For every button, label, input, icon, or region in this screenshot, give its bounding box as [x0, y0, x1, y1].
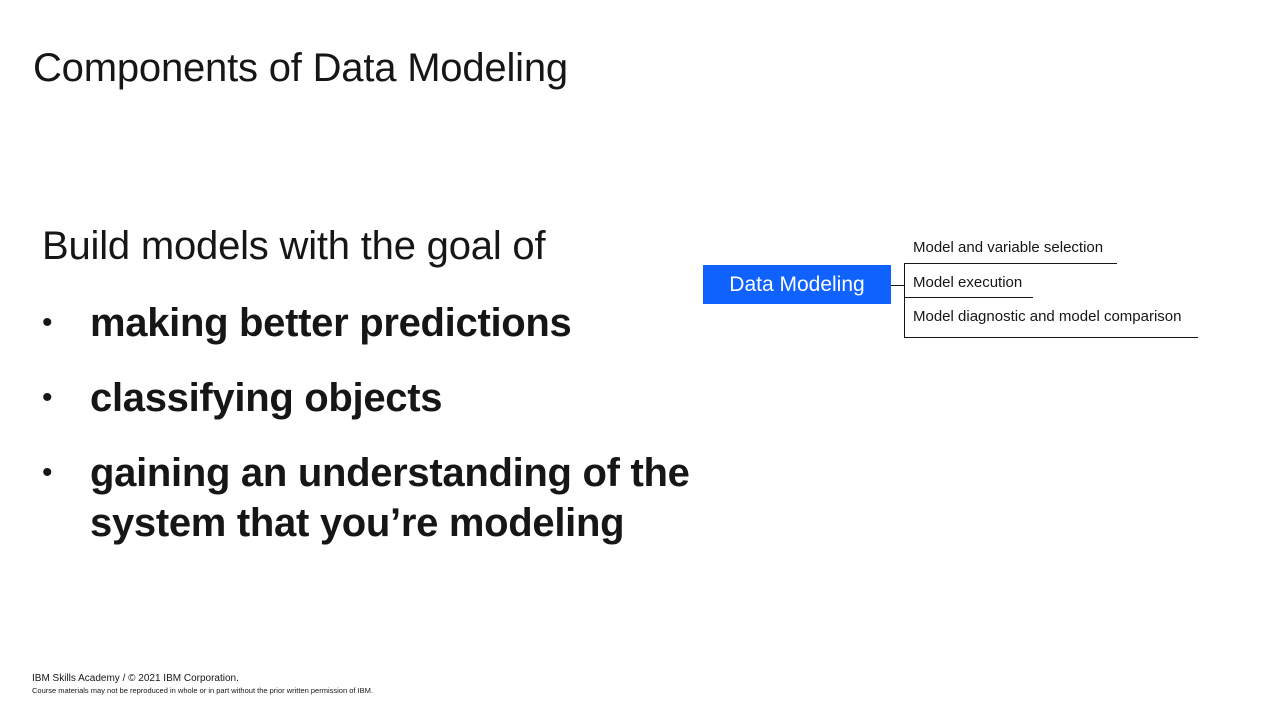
bullet-text: gaining an understanding of the system t… [90, 451, 690, 545]
bullet-text: making better predictions [90, 301, 572, 345]
footer-notice: Course materials may not be reproduced i… [32, 686, 373, 695]
data-modeling-root-node: Data Modeling [703, 265, 891, 304]
branch-underline [904, 263, 1117, 264]
branch-model-execution: Model execution [913, 274, 1023, 291]
bullet-icon: • [42, 456, 53, 489]
branch-model-variable-selection: Model and variable selection [913, 239, 1104, 256]
slide-title: Components of Data Modeling [33, 46, 568, 90]
intro-text: Build models with the goal of [42, 224, 546, 268]
bullet-item: • classifying objects [42, 373, 762, 423]
bullet-text: classifying objects [90, 376, 443, 420]
footer-copyright: IBM Skills Academy / © 2021 IBM Corporat… [32, 673, 239, 684]
bullet-icon: • [42, 381, 53, 414]
vertical-connector-line [904, 263, 905, 338]
root-connector-line [891, 285, 904, 286]
bullet-list: • making better predictions • classifyin… [42, 298, 762, 573]
branch-model-diagnostic-comparison: Model diagnostic and model comparison [913, 308, 1182, 325]
bullet-item: • making better predictions [42, 298, 762, 348]
branch-underline [904, 297, 1033, 298]
bullet-item: • gaining an understanding of the system… [42, 448, 762, 548]
branch-underline [904, 337, 1198, 338]
bullet-icon: • [42, 306, 53, 339]
